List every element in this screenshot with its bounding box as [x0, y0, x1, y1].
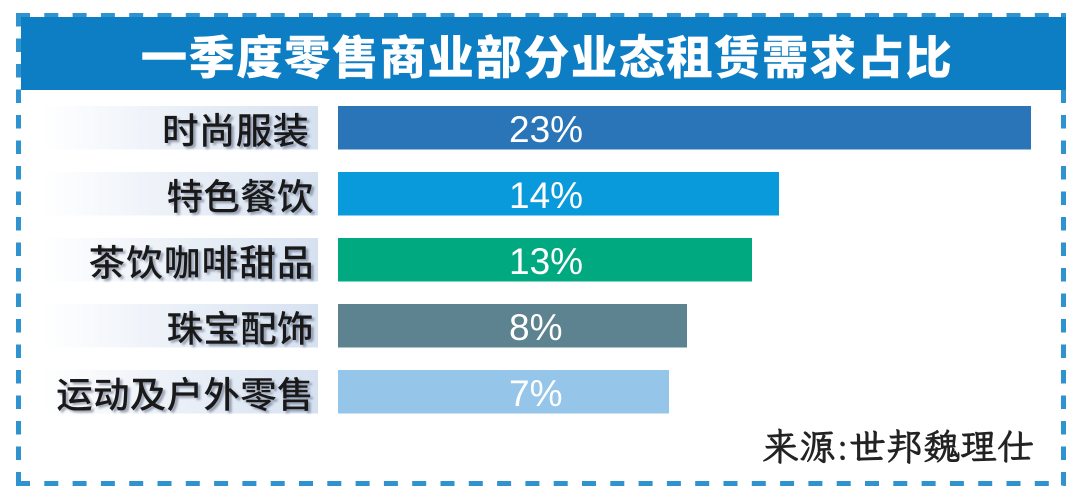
svg-text:7%: 7% — [509, 373, 562, 414]
svg-text:23%: 23% — [509, 109, 583, 150]
svg-text:14%: 14% — [509, 175, 583, 216]
svg-text:8%: 8% — [509, 307, 562, 348]
svg-text:13%: 13% — [509, 241, 583, 282]
